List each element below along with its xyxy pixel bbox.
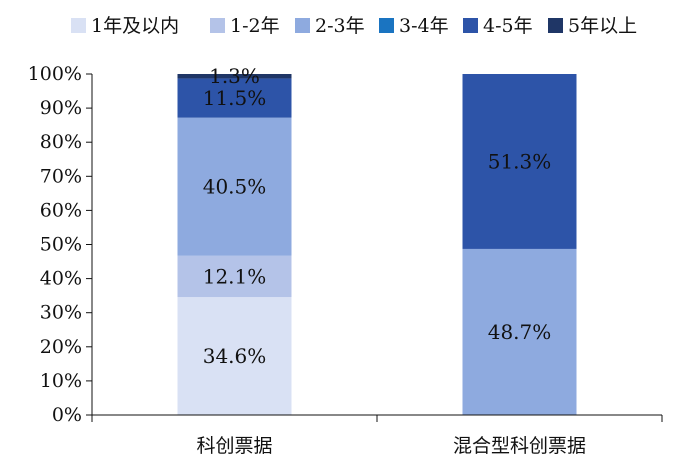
data-label: 40.5% [203,175,267,199]
bar-segment [462,248,577,415]
legend-swatch [379,18,394,33]
legend-swatch [548,18,563,33]
y-tick-label: 100% [28,63,82,85]
legend-swatch [71,18,86,33]
axes: 0% 10% 20% 30% 40% 50% 60% 70% 80% 90% 100% 科创票据 混合型… [28,63,663,457]
x-tick-label: 混合型科创票据 [453,435,586,457]
legend-swatch [210,18,225,33]
legend-label: 5年以上 [568,15,637,37]
legend-label: 1-2年 [230,15,280,37]
y-tick-label: 70% [40,165,82,187]
data-label: 48.7% [488,320,552,344]
y-tick-label: 20% [40,336,82,358]
legend-swatch [295,18,310,33]
bar-segment [177,117,292,256]
bar-segment [177,74,292,79]
data-labels: 34.6% 12.1% 40.5% 11.5%1.3% 48.7% 51.3% [203,64,552,368]
legend-swatch [463,18,478,33]
x-tick-label: 科创票据 [196,435,272,457]
bar-segment [177,78,292,118]
y-tick-label: 0% [52,404,82,426]
bar-segment [177,255,292,298]
y-tick-label: 40% [40,268,82,290]
y-tick-label: 90% [40,97,82,119]
legend: 1年及以内 1-2年 2-3年 3-4年 4-5年 5年以上 [71,15,637,37]
data-label: 1.3% [209,64,260,88]
plot-area [177,74,577,415]
y-tick-label: 60% [40,199,82,221]
legend-label: 2-3年 [315,15,365,37]
legend-label: 4-5年 [483,15,533,37]
data-label: 12.1% [203,264,267,288]
legend-label: 3-4年 [399,15,449,37]
y-tick-label: 50% [40,234,82,256]
data-label: 11.5% [203,86,267,110]
data-label: 34.6% [203,344,267,368]
data-label: 51.3% [488,149,552,173]
legend-label: 1年及以内 [91,15,179,37]
y-tick-label: 30% [40,302,82,324]
y-tick-label: 10% [40,370,82,392]
y-tick-label: 80% [40,131,82,153]
bar-segment [177,297,292,415]
bar-segment [462,74,577,249]
